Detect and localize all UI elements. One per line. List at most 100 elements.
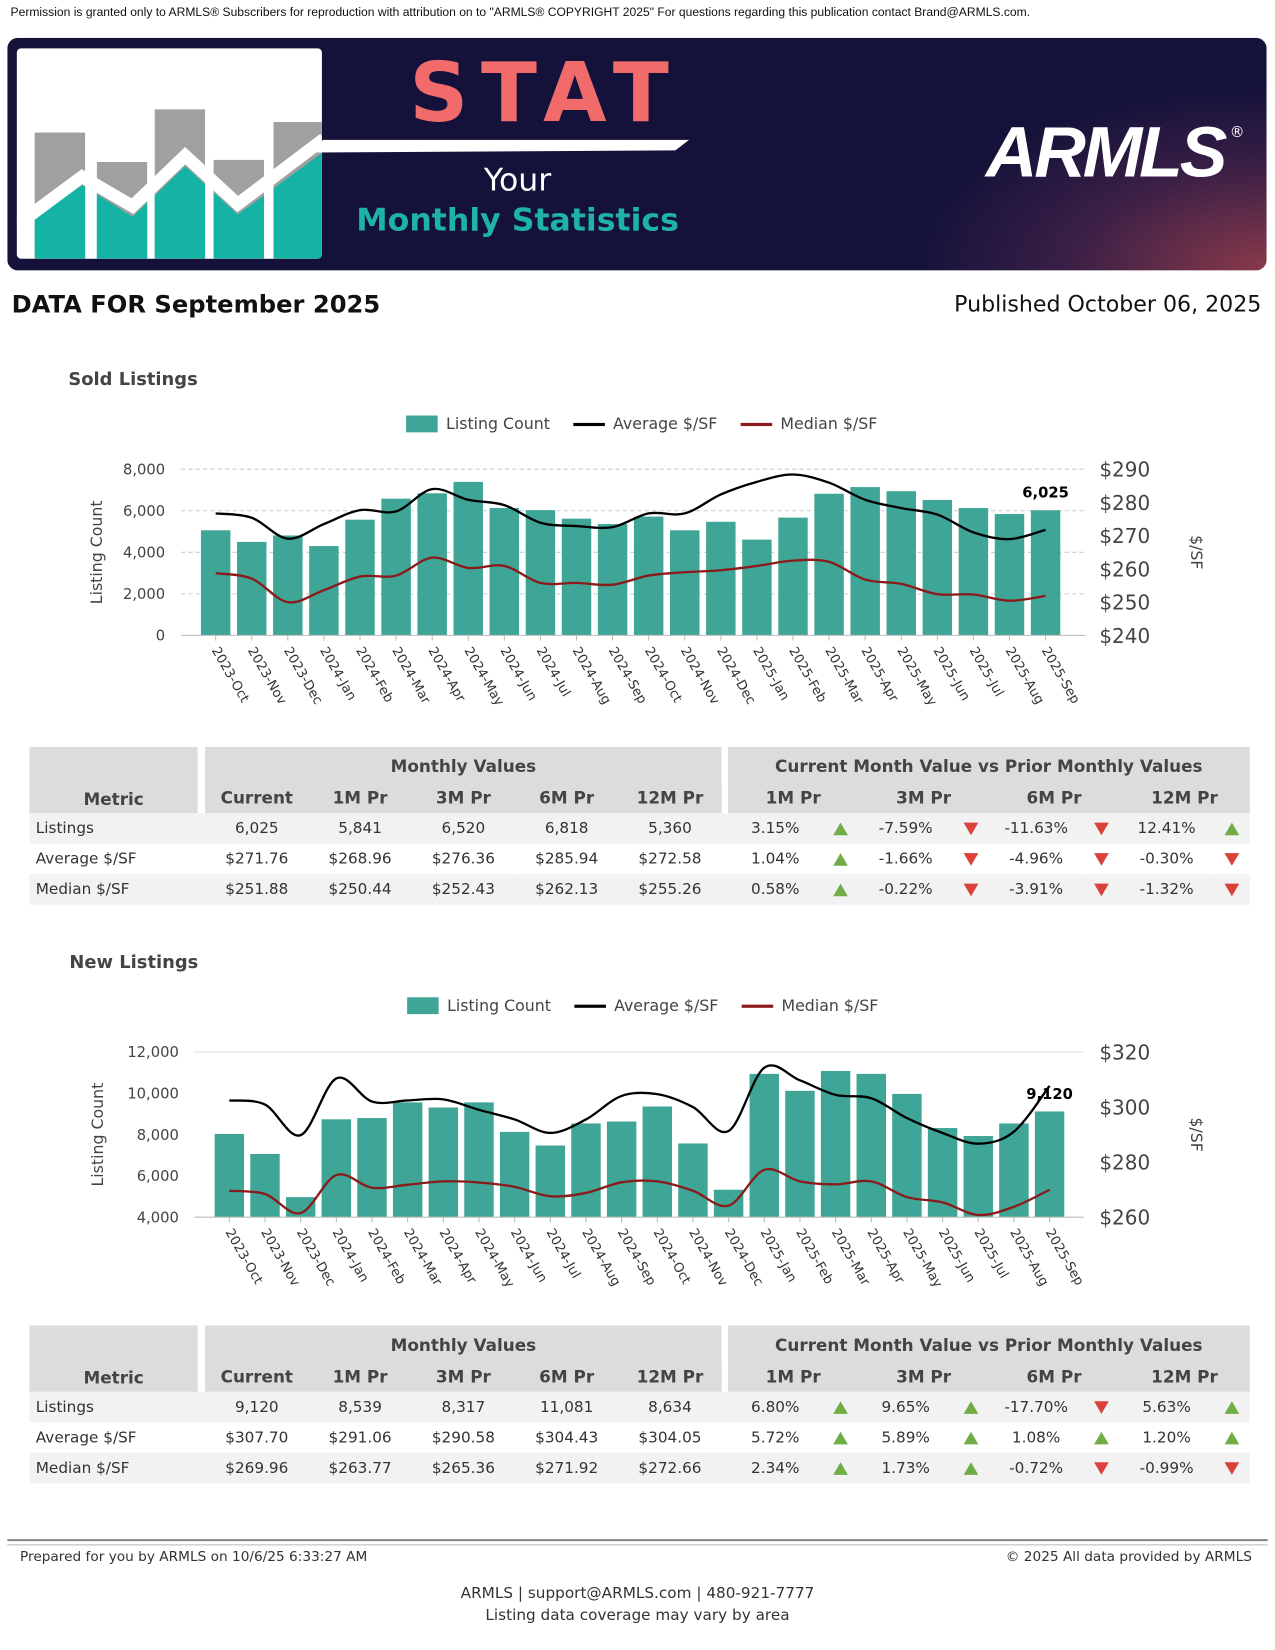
triangle-up-icon bbox=[833, 883, 848, 896]
cell-change: -1.66% bbox=[858, 843, 954, 875]
bar bbox=[1034, 1111, 1065, 1218]
stat-chart-logo bbox=[16, 48, 322, 259]
cell-value: 5,841 bbox=[308, 813, 412, 844]
bar bbox=[958, 508, 989, 636]
trend-cell bbox=[1083, 1391, 1120, 1423]
bar bbox=[571, 1123, 601, 1218]
trend-cell bbox=[822, 1422, 859, 1453]
triangle-down-icon bbox=[1094, 1461, 1109, 1475]
bar bbox=[678, 1143, 708, 1218]
data-period: DATA FOR September 2025 bbox=[11, 291, 381, 319]
metric-header: Metric bbox=[29, 746, 198, 814]
column-header: 3M Pr bbox=[858, 1360, 989, 1392]
bar bbox=[214, 1133, 245, 1218]
prepared-note: Prepared for you by ARMLS on 10/6/25 6:3… bbox=[19, 1549, 368, 1566]
monthly-values-header: Monthly Values bbox=[205, 1325, 722, 1361]
triangle-down-icon bbox=[1094, 1400, 1109, 1414]
trend-cell bbox=[953, 874, 989, 905]
bar bbox=[561, 518, 592, 636]
cell-change: 3.15% bbox=[727, 813, 823, 844]
triangle-up-icon bbox=[833, 852, 848, 866]
trend-cell bbox=[953, 813, 989, 844]
cell-change: -11.63% bbox=[988, 813, 1084, 844]
cell-value: 5,360 bbox=[618, 813, 722, 844]
bar bbox=[321, 1119, 352, 1218]
coverage-note: Listing data coverage may vary by area bbox=[485, 1607, 790, 1625]
x-tick-label: 2024-Jul bbox=[533, 645, 573, 700]
trend-cell bbox=[1083, 813, 1120, 844]
footer-divider bbox=[7, 1539, 1268, 1542]
cell-change: 5.72% bbox=[727, 1422, 823, 1453]
metric-header: Metric bbox=[29, 1325, 198, 1392]
banner-your: Your bbox=[483, 162, 552, 199]
new-listings-chart: 4,000 6,000 8,000 10,000 12,000 $260 $280 $300 $… bbox=[88, 1040, 1206, 1290]
triangle-up-icon bbox=[833, 1431, 848, 1444]
column-header: 6M Pr bbox=[988, 781, 1120, 814]
cell-value: $304.05 bbox=[618, 1422, 722, 1453]
cell-value: $285.94 bbox=[515, 843, 619, 875]
bar bbox=[1030, 510, 1061, 636]
trend-cell bbox=[953, 1422, 989, 1453]
legend-label: Median $/SF bbox=[781, 996, 879, 1016]
column-header: 3M Pr bbox=[411, 1360, 516, 1392]
bar bbox=[392, 1102, 423, 1218]
bar bbox=[749, 1073, 780, 1218]
cell-change: 1.04% bbox=[727, 843, 823, 875]
legend-line-avg bbox=[574, 1004, 606, 1008]
row-metric: Average $/SF bbox=[29, 1422, 206, 1453]
bar bbox=[535, 1145, 566, 1218]
bar bbox=[778, 517, 808, 636]
cell-value: $269.96 bbox=[205, 1452, 309, 1484]
armls-logo: ARMLS bbox=[985, 112, 1228, 193]
triangle-up-icon bbox=[963, 1431, 979, 1444]
trend-cell bbox=[822, 1391, 859, 1423]
column-header: 3M Pr bbox=[858, 781, 989, 814]
y-axis-label: Listing Count bbox=[87, 500, 106, 604]
column-header: 6M Pr bbox=[515, 1360, 619, 1392]
trend-cell bbox=[953, 843, 989, 875]
y-tick-label: 10,000 bbox=[127, 1086, 179, 1103]
bar bbox=[525, 510, 556, 636]
bar bbox=[814, 493, 844, 636]
y2-axis-label: $/SF bbox=[1187, 1117, 1206, 1151]
copyright-note: © 2025 All data provided by ARMLS bbox=[1005, 1549, 1252, 1566]
triangle-up-icon bbox=[1224, 1400, 1240, 1414]
column-header: 12M Pr bbox=[1119, 781, 1250, 814]
section-title-new: New Listings bbox=[69, 952, 199, 974]
legend-line-avg bbox=[573, 422, 605, 426]
trend-cell bbox=[1213, 1391, 1250, 1423]
cell-change: -4.96% bbox=[988, 843, 1084, 875]
cell-change: 5.89% bbox=[858, 1422, 954, 1453]
y-tick-label: 8,000 bbox=[137, 1127, 179, 1144]
row-metric: Listings bbox=[29, 1391, 206, 1423]
bar bbox=[606, 1121, 637, 1218]
cell-change: -0.72% bbox=[988, 1452, 1084, 1484]
y2-tick-label: $260 bbox=[1099, 557, 1150, 581]
cell-value: 9,120 bbox=[205, 1391, 309, 1423]
monthly-values-header: Monthly Values bbox=[205, 746, 722, 782]
cell-change: -0.22% bbox=[858, 874, 954, 905]
y-tick-label: 4,000 bbox=[123, 545, 165, 562]
trend-cell bbox=[822, 1452, 859, 1484]
column-header: 1M Pr bbox=[308, 781, 412, 814]
row-metric: Median $/SF bbox=[29, 874, 206, 905]
trend-cell bbox=[1213, 843, 1250, 875]
cell-change: 5.63% bbox=[1119, 1391, 1214, 1423]
triangle-up-icon bbox=[963, 1400, 979, 1414]
triangle-down-icon bbox=[1094, 883, 1109, 896]
triangle-down-icon bbox=[1224, 883, 1240, 896]
y2-tick-label: $250 bbox=[1099, 591, 1150, 615]
cell-change: -7.59% bbox=[858, 813, 954, 844]
triangle-down-icon bbox=[1094, 852, 1109, 866]
trend-cell bbox=[1213, 1452, 1250, 1484]
bar bbox=[357, 1118, 387, 1218]
average-psf-line bbox=[229, 1064, 1051, 1145]
triangle-down-icon bbox=[1224, 1461, 1240, 1475]
trend-cell bbox=[822, 843, 859, 875]
cell-value: $250.44 bbox=[308, 874, 412, 905]
legend-line-median bbox=[740, 422, 773, 426]
trend-cell bbox=[953, 1391, 989, 1423]
legend-swatch-count bbox=[406, 415, 438, 433]
bar bbox=[597, 524, 628, 636]
bar bbox=[642, 1106, 673, 1218]
